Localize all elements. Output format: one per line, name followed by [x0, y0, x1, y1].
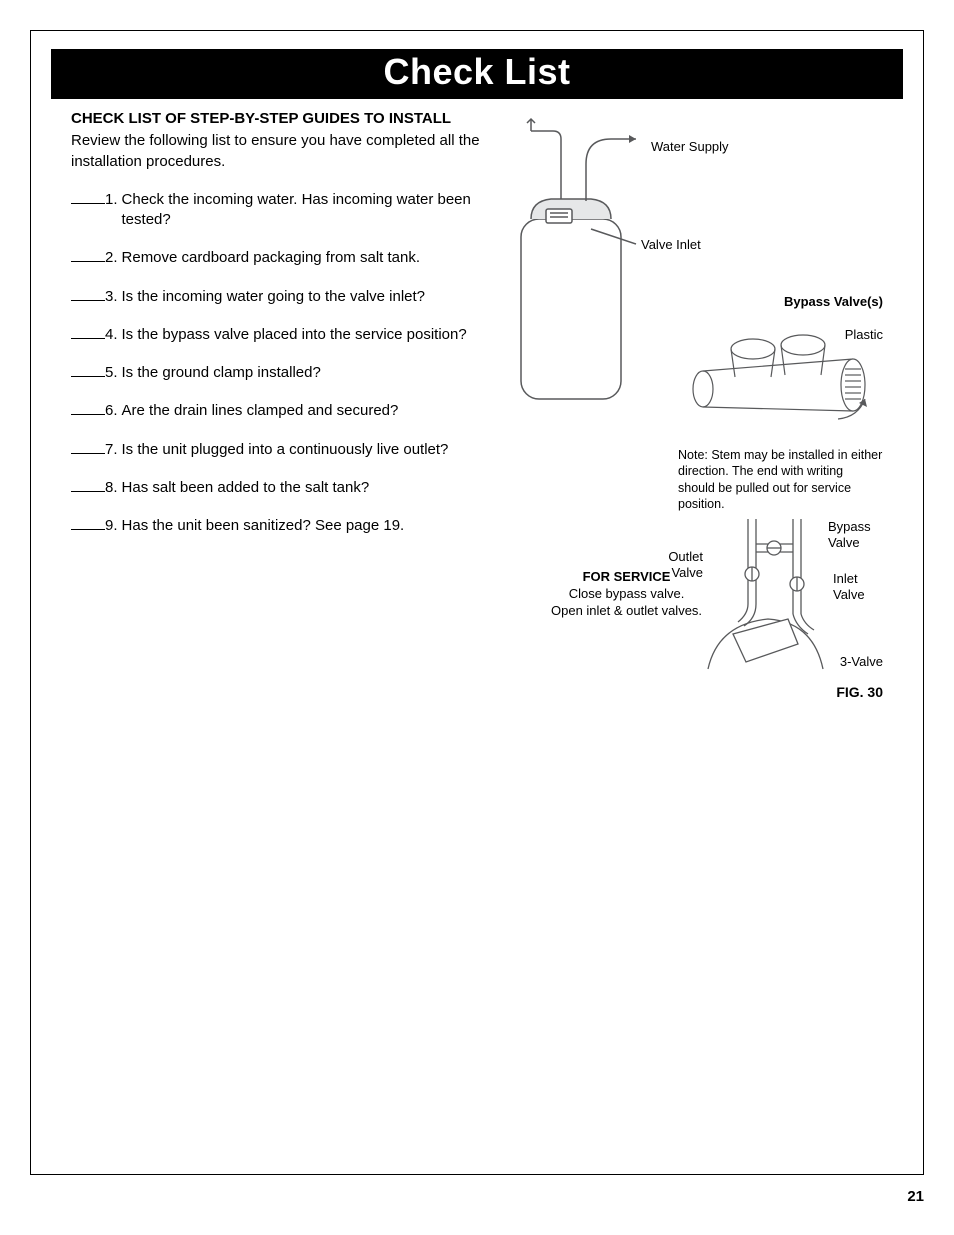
item-text: Is the unit plugged into a continuously …	[122, 440, 481, 460]
figure-label: FIG. 30	[836, 684, 883, 700]
item-text: Is the ground clamp installed?	[122, 363, 481, 383]
item-number: 3.	[105, 287, 122, 307]
checklist-column: CHECK LIST OF STEP-BY-STEP GUIDES TO INS…	[71, 109, 481, 554]
item-text: Has salt been added to the salt tank?	[122, 478, 481, 498]
item-number: 8.	[105, 478, 122, 498]
item-text: Check the incoming water. Has incoming w…	[122, 190, 481, 231]
three-valve-label: 3-Valve	[840, 654, 883, 669]
bypass-note: Note: Stem may be installed in either di…	[678, 447, 883, 512]
check-blank[interactable]	[71, 478, 105, 492]
check-blank[interactable]	[71, 248, 105, 262]
item-text: Is the incoming water going to the valve…	[122, 287, 481, 307]
page-title: Check List	[383, 51, 570, 92]
check-item: 8. Has salt been added to the salt tank?	[71, 478, 481, 498]
check-item: 5. Is the ground clamp installed?	[71, 363, 481, 383]
check-blank[interactable]	[71, 363, 105, 377]
check-blank[interactable]	[71, 325, 105, 339]
for-service-line1: Close bypass valve.	[551, 586, 702, 603]
inlet-valve-label: Inlet Valve	[833, 571, 883, 602]
item-number: 1.	[105, 190, 122, 231]
item-text: Are the drain lines clamped and secured?	[122, 401, 481, 421]
check-item: 2. Remove cardboard packaging from salt …	[71, 248, 481, 268]
check-item: 7. Is the unit plugged into a continuous…	[71, 440, 481, 460]
content-area: CHECK LIST OF STEP-BY-STEP GUIDES TO INS…	[71, 109, 883, 554]
item-number: 5.	[105, 363, 122, 383]
item-text: Has the unit been sanitized? See page 19…	[122, 516, 481, 536]
intro-text: Review the following list to ensure you …	[71, 131, 481, 172]
check-blank[interactable]	[71, 516, 105, 530]
softener-diagram-icon	[491, 109, 691, 419]
check-blank[interactable]	[71, 190, 105, 204]
diagram-column: Water Supply Valve Inlet Bypass Valve(s)…	[481, 109, 883, 554]
item-number: 7.	[105, 440, 122, 460]
bypass-heading: Bypass Valve(s)	[784, 294, 883, 309]
plastic-bypass-icon	[683, 319, 883, 429]
item-text: Remove cardboard packaging from salt tan…	[122, 248, 481, 268]
bypass-valve-label: Bypass Valve	[828, 519, 883, 550]
water-supply-label: Water Supply	[651, 139, 729, 154]
outlet-valve-label: Outlet Valve	[653, 549, 703, 580]
check-item: 1. Check the incoming water. Has incomin…	[71, 190, 481, 231]
valve-inlet-label: Valve Inlet	[641, 237, 701, 252]
item-number: 4.	[105, 325, 122, 345]
check-blank[interactable]	[71, 440, 105, 454]
checklist: 1. Check the incoming water. Has incomin…	[71, 190, 481, 537]
page-number: 21	[907, 1188, 924, 1205]
title-bar: Check List	[51, 49, 903, 99]
page-border: Check List CHECK LIST OF STEP-BY-STEP GU…	[30, 30, 924, 1175]
for-service-line2: Open inlet & outlet valves.	[551, 603, 702, 620]
item-text: Is the bypass valve placed into the serv…	[122, 325, 481, 345]
check-blank[interactable]	[71, 401, 105, 415]
section-heading: CHECK LIST OF STEP-BY-STEP GUIDES TO INS…	[71, 109, 481, 129]
item-number: 2.	[105, 248, 122, 268]
item-number: 9.	[105, 516, 122, 536]
item-number: 6.	[105, 401, 122, 421]
check-item: 4. Is the bypass valve placed into the s…	[71, 325, 481, 345]
check-blank[interactable]	[71, 287, 105, 301]
check-item: 9. Has the unit been sanitized? See page…	[71, 516, 481, 536]
check-item: 6. Are the drain lines clamped and secur…	[71, 401, 481, 421]
check-item: 3. Is the incoming water going to the va…	[71, 287, 481, 307]
